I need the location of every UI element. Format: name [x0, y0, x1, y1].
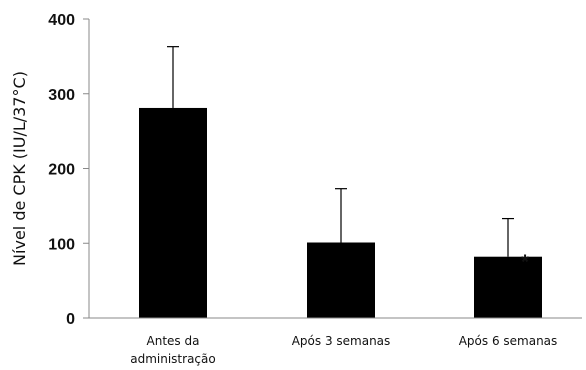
- category-labels: Antes da administração Após 3 semanas Após …: [130, 334, 557, 366]
- bar: [307, 242, 375, 318]
- bars: [139, 107, 542, 318]
- category-label: Após 3 semanas: [292, 334, 391, 348]
- bar: [139, 107, 207, 318]
- y-axis-label: Nível de CPK (IU/L/37°C): [10, 71, 29, 266]
- annotations: *: [521, 252, 529, 274]
- y-tick-label: 0: [66, 311, 75, 328]
- bar: [474, 256, 542, 318]
- category-label: Antes da: [147, 334, 200, 348]
- y-tick-label: 300: [48, 87, 75, 104]
- y-tick-label: 200: [48, 162, 75, 179]
- significance-asterisk: *: [521, 252, 529, 274]
- category-label: Após 6 semanas: [459, 334, 558, 348]
- error-bars: [167, 46, 514, 257]
- y-tick-label: 400: [48, 12, 75, 29]
- y-axis-ticks: 0 100 200 300 400: [48, 12, 89, 328]
- category-label: administração: [130, 352, 215, 366]
- y-tick-label: 100: [48, 236, 75, 253]
